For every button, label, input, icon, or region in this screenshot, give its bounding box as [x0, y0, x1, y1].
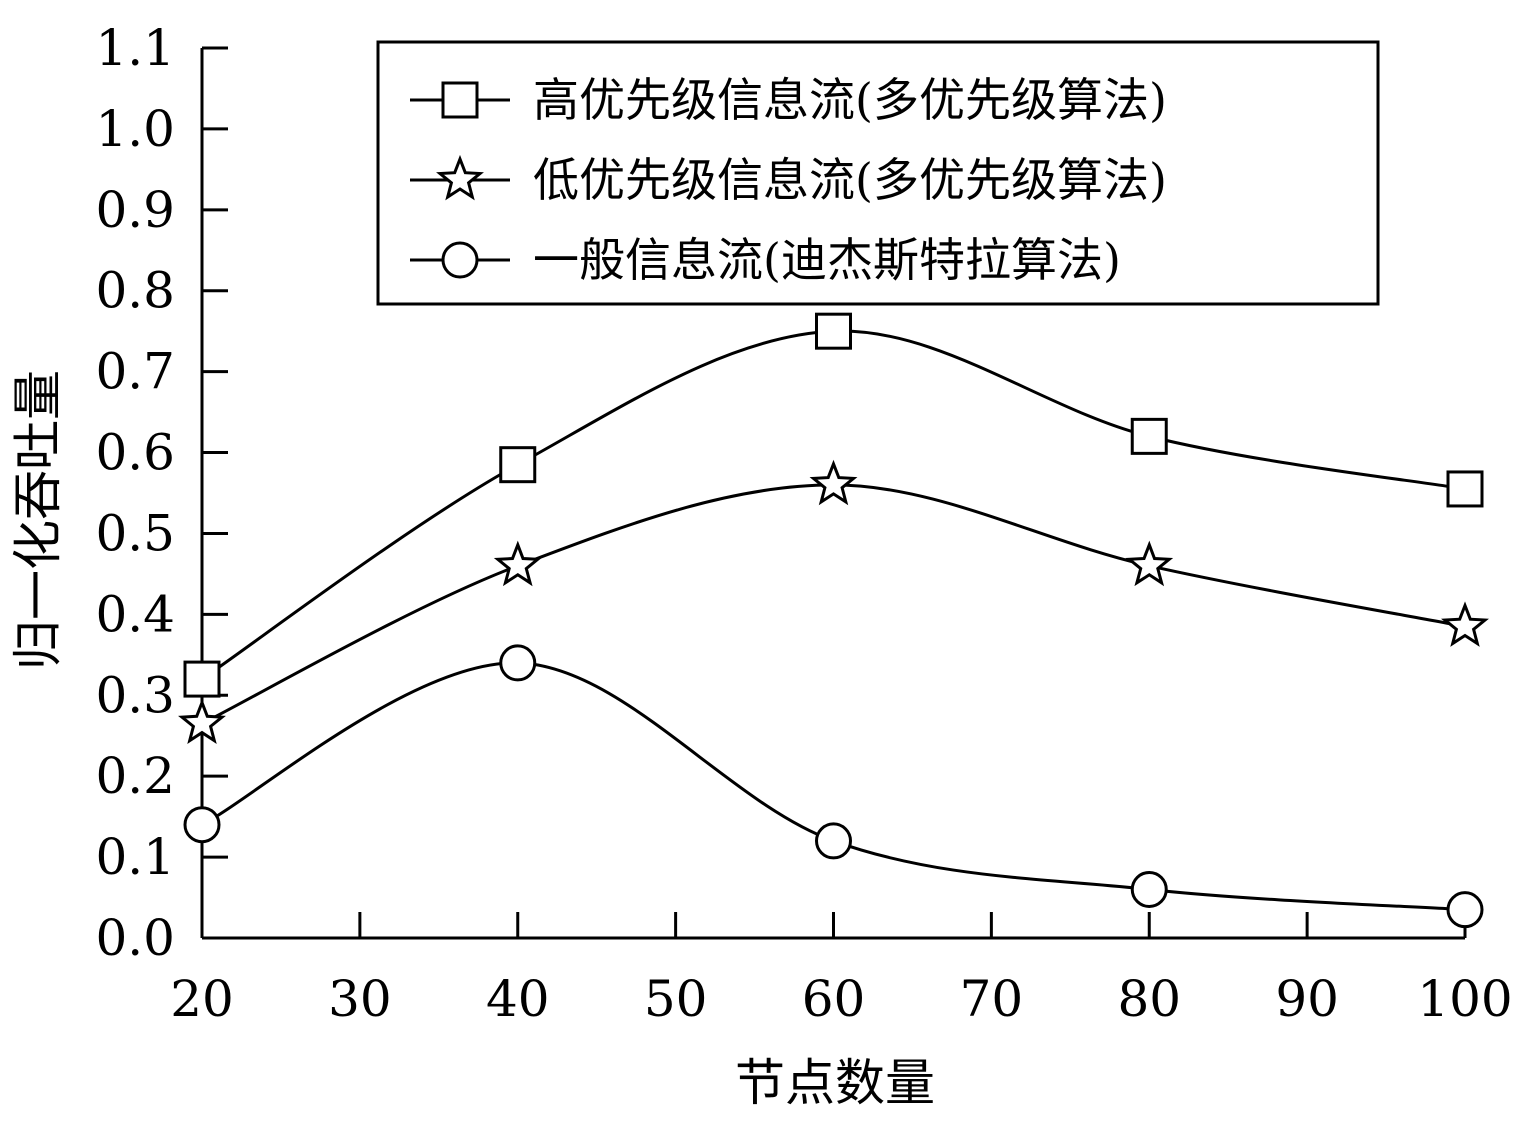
legend-label: 低优先级信息流(多优先级算法) [533, 153, 1167, 207]
data-point-star [1441, 601, 1489, 647]
data-point-square [815, 312, 852, 350]
series-layer [178, 312, 1489, 929]
y-tick-label: 0.6 [95, 424, 175, 482]
y-tick-label: 0.3 [95, 666, 175, 724]
series-star [178, 459, 1489, 744]
data-point-square [1130, 417, 1168, 455]
y-tick-label: 0.1 [95, 828, 175, 886]
tick-marks [200, 46, 1467, 940]
y-tick-label: 0.5 [95, 504, 175, 562]
series-square [183, 312, 1484, 698]
x-tick-label: 30 [328, 970, 392, 1028]
y-tick-label: 0.9 [95, 181, 175, 239]
data-point-star [1125, 540, 1174, 587]
x-tick-label: 20 [170, 970, 234, 1028]
y-axis-title: 归一化吞吐量 [9, 370, 67, 670]
series-circle [183, 644, 1484, 929]
data-point-circle [499, 644, 537, 682]
y-tick-label: 0.0 [95, 909, 175, 967]
data-point-star [178, 698, 226, 744]
data-point-circle [1130, 870, 1168, 908]
data-point-square [499, 446, 537, 484]
legend-marker-square [441, 81, 479, 119]
y-tick-label: 0.8 [95, 262, 175, 320]
y-tick-label: 0.2 [95, 747, 175, 805]
axes: 20 30 40 50 60 70 80 90 100 0.0 0.1 0.2 0.3 0.4 0.5 0.6… [95, 19, 1512, 1028]
series-line-circle [201, 661, 1466, 912]
y-tick-label: 0.4 [95, 585, 175, 643]
legend-marker-star [436, 154, 484, 201]
legend-box [376, 40, 1380, 306]
x-tick-label: 40 [486, 970, 550, 1028]
data-point-star [493, 540, 542, 587]
legend-marker-circle [441, 241, 479, 279]
data-point-circle [183, 806, 221, 844]
x-tick-label: 50 [644, 970, 708, 1028]
data-point-circle [815, 822, 852, 860]
x-tick-label: 90 [1275, 970, 1339, 1028]
x-tick-label: 80 [1117, 970, 1181, 1028]
legend: 高优先级信息流(多优先级算法) 低优先级信息流(多优先级算法) 一般信息流(迪杰斯特… [376, 40, 1380, 306]
x-tick-label: 60 [802, 970, 866, 1028]
x-tick-label: 100 [1417, 970, 1512, 1028]
x-axis-title: 节点数量 [735, 1054, 935, 1112]
data-point-square [183, 660, 221, 698]
legend-label: 一般信息流(迪杰斯特拉算法) [533, 233, 1121, 287]
series-line-square [201, 329, 1466, 681]
y-tick-label: 0.7 [95, 343, 175, 401]
data-point-square [1446, 470, 1484, 508]
legend-label: 高优先级信息流(多优先级算法) [533, 73, 1167, 127]
data-point-star [809, 459, 858, 506]
series-line-star [201, 483, 1466, 725]
y-tick-label: 1.0 [95, 100, 175, 158]
y-tick-label: 1.1 [95, 19, 175, 77]
x-tick-label: 70 [960, 970, 1024, 1028]
data-point-circle [1446, 891, 1484, 929]
